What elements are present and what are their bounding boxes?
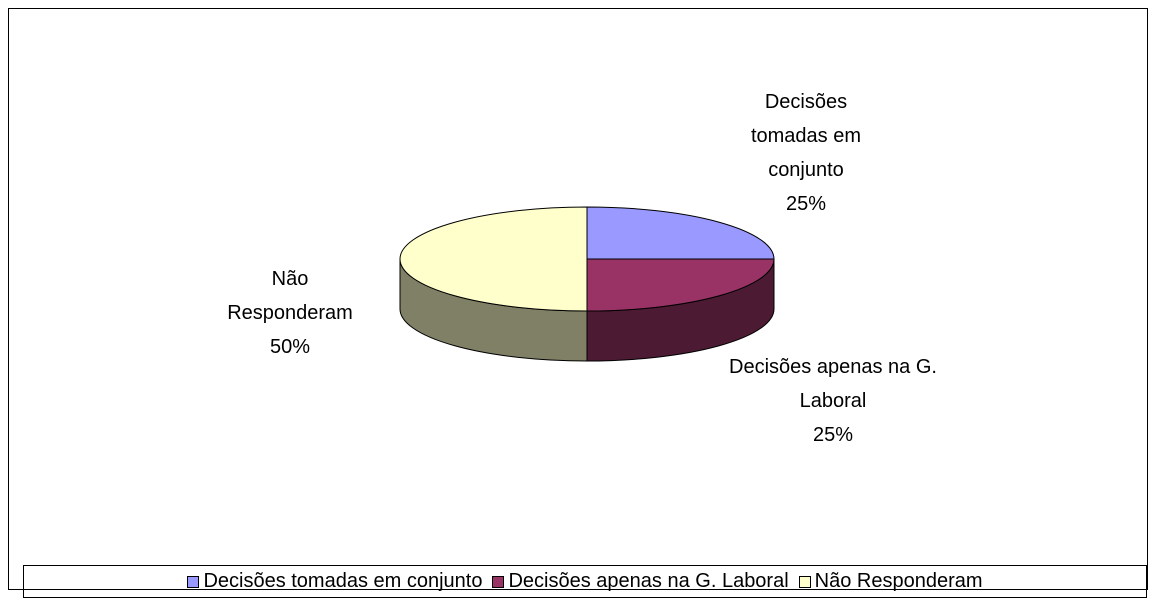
legend-swatch	[492, 575, 505, 588]
legend-item: Decisões apenas na G. Laboral	[492, 570, 789, 593]
pie-slice	[399, 206, 588, 312]
data-label-name: Decisões tomadas em conjunto	[750, 91, 862, 181]
legend: Decisões tomadas em conjunto Decisões ape…	[23, 565, 1147, 598]
data-label-name: Decisões apenas na G. Laboral	[729, 356, 937, 412]
legend-label: Não Responderam	[814, 570, 983, 592]
legend-item: Decisões tomadas em conjunto	[187, 570, 482, 593]
data-label: Decisões tomadas em conjunto 25%	[736, 85, 876, 221]
data-label-value: 25%	[812, 424, 854, 446]
data-label-value: 25%	[785, 193, 827, 215]
data-label-name: Não Responderam	[227, 268, 353, 324]
legend-item: Não Responderam	[798, 570, 983, 593]
legend-label: Decisões apenas na G. Laboral	[508, 570, 789, 592]
chart-frame	[8, 8, 1148, 590]
data-label: Decisões apenas na G. Laboral 25%	[718, 350, 948, 452]
legend-swatch	[187, 575, 200, 588]
legend-swatch	[798, 575, 811, 588]
legend-label: Decisões tomadas em conjunto	[203, 570, 483, 592]
data-label: Não Responderam 50%	[215, 262, 365, 364]
data-label-value: 50%	[269, 336, 311, 358]
pie-slice	[586, 206, 775, 260]
pie-slice	[586, 258, 775, 312]
